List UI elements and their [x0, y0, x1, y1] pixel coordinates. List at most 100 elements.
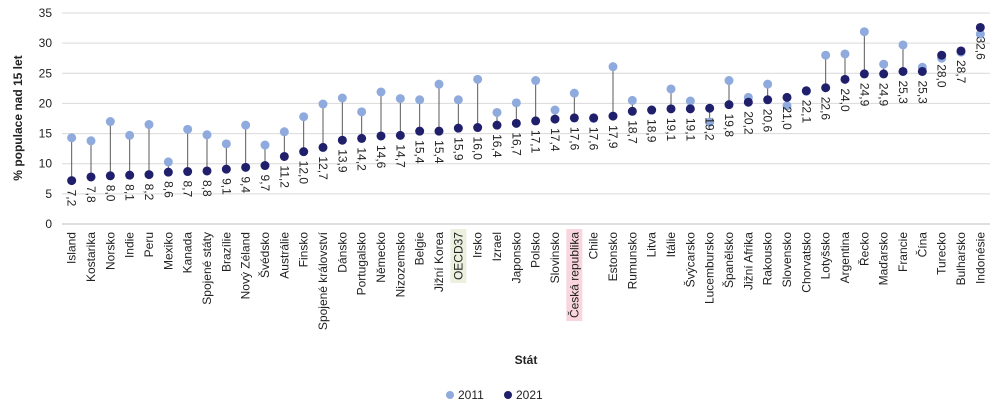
value-label: 25,3: [915, 80, 929, 104]
marker-2011: [241, 120, 251, 130]
highlights: [450, 229, 583, 322]
y-tick-label: 20: [39, 96, 53, 110]
x-tick-label: Kanada: [181, 232, 195, 274]
x-tick-label: Nizozemsko: [393, 232, 407, 298]
marker-2021: [975, 22, 985, 32]
marker-2011: [782, 101, 792, 111]
x-tick-label: Rakousko: [761, 232, 775, 286]
x-tick-label: Japonsko: [509, 232, 523, 284]
y-axis-label: % populace nad 15 let: [11, 55, 25, 180]
marker-2011: [260, 140, 270, 150]
value-label: 15,4: [413, 140, 427, 164]
value-label: 8,2: [142, 184, 156, 201]
marker-2011: [473, 74, 483, 84]
value-label: 24,0: [838, 88, 852, 112]
value-label: 16,7: [509, 132, 523, 156]
marker-2011: [415, 95, 425, 105]
x-tick-label: Argentina: [838, 232, 852, 284]
marker-2011: [569, 88, 579, 98]
value-label: 28,7: [954, 60, 968, 84]
marker-2021: [608, 111, 618, 121]
marker-2021: [241, 162, 251, 172]
value-label: 19,8: [722, 114, 736, 138]
marker-2021: [279, 151, 289, 161]
x-tick-label: Chorvatsko: [799, 232, 813, 293]
marker-2011: [299, 112, 309, 122]
marker-2011: [376, 87, 386, 97]
marker-2011: [453, 95, 463, 105]
x-tick-label: Peru: [142, 232, 156, 257]
value-label: 14,2: [355, 147, 369, 171]
x-tick-label: Lotyšsko: [819, 232, 833, 280]
marker-2011: [550, 105, 560, 115]
x-tick-label: Francie: [896, 232, 910, 272]
marker-2021: [859, 69, 869, 79]
marker-2021: [589, 113, 599, 123]
marker-2021: [840, 74, 850, 84]
x-tick-label: Španělsko: [721, 232, 736, 288]
x-tick-label: Lucembursko: [703, 232, 717, 304]
x-tick-label: Itálie: [664, 232, 678, 258]
x-tick-label: OECD37: [451, 232, 465, 280]
value-label: 8,1: [123, 184, 137, 201]
marker-2021: [550, 114, 560, 124]
marker-2011: [724, 76, 734, 86]
y-tick-label: 30: [39, 36, 53, 50]
value-label: 19,1: [664, 118, 678, 142]
marker-2011: [821, 50, 831, 60]
marker-2021: [627, 106, 637, 116]
x-tick-label: Izrael: [490, 232, 504, 261]
marker-2011: [395, 94, 405, 104]
x-tick-label: Dánsko: [335, 232, 349, 273]
category-highlight: [566, 229, 583, 322]
value-label: 25,3: [896, 80, 910, 104]
marker-2011: [202, 130, 212, 140]
marker-2021: [337, 135, 347, 145]
x-tick-label: Portugalsko: [355, 232, 369, 296]
marker-2011: [357, 107, 367, 117]
marker-2011: [221, 139, 231, 149]
marker-2011: [705, 117, 715, 127]
marker-2021: [260, 161, 270, 171]
marker-2021: [898, 66, 908, 76]
category-highlight: [450, 229, 467, 284]
marker-2021: [163, 167, 173, 177]
value-label: 18,7: [625, 120, 639, 144]
marker-2021: [821, 83, 831, 93]
marker-2021: [666, 104, 676, 114]
marker-2021: [937, 50, 947, 60]
marker-2021: [86, 172, 96, 182]
marker-2021: [395, 130, 405, 140]
x-tick-label: Švédsko: [257, 232, 272, 278]
value-label: 14,6: [374, 145, 388, 169]
x-tick-label: Nový Zéland: [239, 232, 253, 299]
x-tick-label: Brazílie: [219, 232, 233, 272]
value-label: 16,4: [490, 134, 504, 158]
value-label: 15,9: [451, 137, 465, 161]
value-label: 32,6: [973, 36, 987, 60]
value-label: 18,9: [645, 119, 659, 143]
value-label: 17,6: [587, 127, 601, 151]
x-tick-label: Island: [65, 232, 79, 264]
marker-2021: [415, 126, 425, 136]
y-tick-label: 35: [39, 6, 53, 20]
x-tick-label: Chile: [587, 232, 601, 260]
marker-2021: [376, 131, 386, 141]
marker-2011: [898, 40, 908, 50]
marker-2021: [743, 97, 753, 107]
marker-2021: [299, 147, 309, 157]
marker-2011: [879, 59, 889, 69]
marker-2011: [86, 136, 96, 146]
marker-2021: [782, 92, 792, 102]
x-tick-label: Slovinsko: [548, 232, 562, 284]
value-label: 19,1: [683, 118, 697, 142]
value-label: 19,2: [703, 117, 717, 141]
legend-label: 2021: [516, 388, 543, 402]
value-label: 9,1: [219, 178, 233, 195]
marker-2021: [318, 142, 328, 152]
x-tick-label: Jižní Afrika: [741, 232, 755, 290]
marker-2021: [879, 69, 889, 79]
marker-2011: [183, 124, 193, 134]
x-tick-label: Mexiko: [161, 232, 175, 270]
x-tick-label: Německo: [374, 232, 388, 283]
